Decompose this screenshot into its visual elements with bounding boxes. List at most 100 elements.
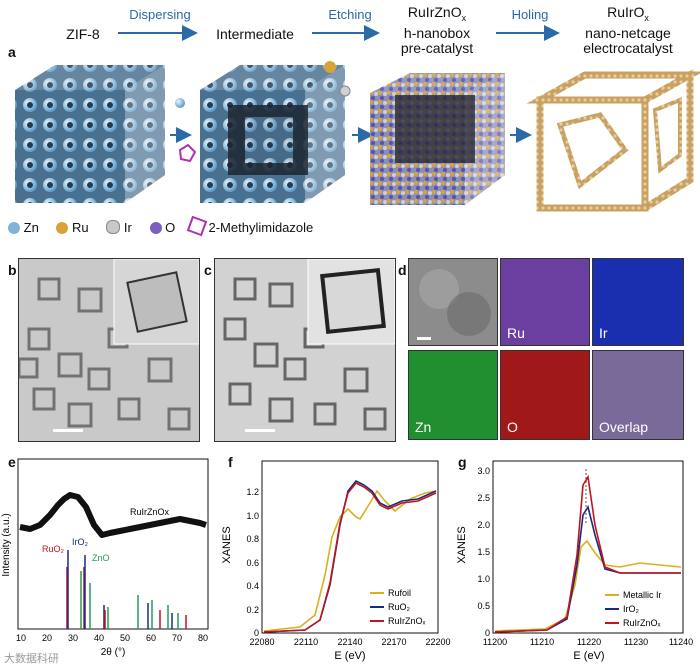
eds-map-overlap: Overlap: [592, 350, 684, 440]
svg-text:11200: 11200: [483, 637, 507, 647]
xanes-ru-yticks: 0 0.2 0.4 0.6 0.8 1.0 1.2: [246, 487, 259, 638]
svg-text:20: 20: [42, 633, 52, 643]
panel-label-d: d: [398, 262, 407, 278]
svg-text:0: 0: [485, 628, 490, 638]
haadf-image: [408, 258, 498, 346]
svg-text:1.0: 1.0: [246, 511, 259, 521]
xanes-ir-yticks: 0 0.5 1.0 1.5 2.0 2.5 3.0: [477, 466, 490, 638]
o-atom-icon: [149, 222, 162, 234]
eds-label-overlap: Overlap: [599, 419, 649, 435]
eds-label-ir: Ir: [599, 325, 608, 341]
ru-atom-icon: [56, 222, 69, 234]
scheme-illustration: [15, 61, 700, 212]
eds-label-o: O: [507, 419, 518, 435]
zif8-cube: [15, 65, 165, 203]
xrd-ref-zno: ZnO: [92, 553, 110, 563]
svg-text:70: 70: [172, 633, 182, 643]
eds-label-zn: Zn: [415, 419, 432, 435]
legend-ru: Ru: [72, 220, 89, 235]
xanes-ru-xlabel: E (eV): [334, 650, 365, 662]
svg-text:22200: 22200: [425, 637, 450, 647]
rufoil-curve: [263, 489, 437, 632]
svg-text:0.5: 0.5: [477, 601, 490, 611]
scheme-arrows: [118, 25, 560, 41]
svg-text:30: 30: [68, 633, 78, 643]
xanes-ir-xlabel: E (eV): [573, 650, 604, 662]
panel-label-a: a: [8, 44, 16, 60]
svg-text:1.0: 1.0: [477, 574, 490, 584]
intermediate-cube: [175, 61, 351, 203]
svg-text:11210: 11210: [530, 637, 554, 647]
legend-o: O: [165, 220, 176, 235]
stage-ruirznox: RuIrZnOx h-nanobox pre-catalyst: [400, 4, 474, 56]
svg-text:40: 40: [94, 633, 104, 643]
eds-map-ir: Ir: [592, 258, 684, 346]
panel-label-f: f: [228, 454, 233, 470]
svg-text:1.2: 1.2: [246, 487, 259, 497]
svg-text:RuIrZnOₓ: RuIrZnOₓ: [388, 616, 426, 626]
xanes-ru-ylabel: XANES: [221, 526, 233, 563]
tem-image-b: [18, 258, 200, 442]
xanes-ru-chart: XANES 0 0.2 0.4 0.6 0.8 1.0 1.2 Rufoil R…: [221, 460, 451, 662]
step-dispersing: Dispersing: [129, 7, 191, 22]
svg-text:22110: 22110: [294, 637, 318, 647]
xrd-ref-ruo2: RuO₂: [42, 544, 65, 554]
svg-text:11220: 11220: [577, 637, 601, 647]
xrd-chart: Intensity (a.u.) RuIrZnOx RuO₂ IrO₂ ZnO …: [1, 458, 209, 658]
legend-methylimidazole: 2-Methylimidazole: [208, 220, 314, 235]
svg-text:Metallic Ir: Metallic Ir: [623, 590, 662, 600]
step-etching: Etching: [328, 7, 372, 22]
ruirznox-ir-curve: [494, 474, 681, 633]
xrd-sample-label: RuIrZnOx: [130, 507, 170, 517]
svg-text:0.8: 0.8: [246, 534, 259, 544]
xanes-ru-legend: Rufoil RuO₂ RuIrZnOₓ: [370, 588, 426, 626]
xanes-ir-xticks: 11200 11210 11220 11230 11240: [483, 637, 693, 647]
svg-text:80: 80: [198, 633, 208, 643]
svg-text:22080: 22080: [249, 637, 274, 647]
step-holing: Holing: [511, 7, 549, 22]
svg-text:IrO₂: IrO₂: [623, 604, 639, 614]
svg-text:2.5: 2.5: [477, 493, 490, 503]
svg-text:1.5: 1.5: [477, 547, 490, 557]
xrd-sample-curve: [19, 492, 207, 538]
legend-zn: Zn: [23, 220, 39, 235]
svg-text:11240: 11240: [669, 637, 693, 647]
svg-text:0.6: 0.6: [246, 558, 259, 568]
eds-map-o: O: [500, 350, 590, 440]
svg-text:10: 10: [16, 633, 26, 643]
iro2-curve: [494, 504, 681, 633]
nanobox: [370, 73, 505, 205]
ir-atom-icon: [106, 220, 121, 234]
xanes-ir-chart: XANES 0 0.5 1.0 1.5 2.0 2.5 3.0 Metallic…: [456, 460, 693, 662]
panel-label-c: c: [204, 262, 212, 278]
svg-text:3.0: 3.0: [477, 466, 490, 476]
netcage: [526, 69, 700, 212]
svg-text:RuO₂: RuO₂: [388, 602, 411, 612]
panel-label-b: b: [8, 262, 17, 278]
stage-intermediate: Intermediate: [216, 26, 294, 42]
tem-image-c: [214, 258, 396, 442]
eds-label-ru: Ru: [507, 325, 525, 341]
eds-map-zn: Zn: [408, 350, 498, 440]
panel-label-e: e: [8, 454, 16, 470]
svg-text:0.2: 0.2: [246, 605, 259, 615]
svg-text:Rufoil: Rufoil: [388, 588, 411, 598]
svg-text:0: 0: [254, 628, 259, 638]
xrd-xlabel: 2θ (°): [101, 647, 126, 658]
xanes-ir-ylabel: XANES: [456, 526, 468, 563]
watermark: 大数据科研: [4, 653, 59, 665]
xanes-ir-legend: Metallic Ir IrO₂ RuIrZnOₓ: [605, 590, 662, 628]
element-legend: Zn Ru Ir O 2-Methylimidazole: [8, 215, 468, 237]
svg-text:2.0: 2.0: [477, 520, 490, 530]
xrd-xticks: 10 20 30 40 50 60 70 80: [16, 633, 208, 643]
stage-ruirox: RuIrOx nano-netcage electrocatalyst: [583, 4, 673, 56]
panel-label-g: g: [458, 454, 467, 470]
svg-text:11230: 11230: [624, 637, 648, 647]
xrd-ref-iro2: IrO₂: [72, 537, 88, 547]
svg-text:0.4: 0.4: [246, 581, 259, 591]
svg-text:22140: 22140: [337, 637, 362, 647]
legend-ir: Ir: [123, 220, 132, 235]
zn-atom-icon: [8, 222, 20, 234]
svg-text:60: 60: [146, 633, 156, 643]
ruo2-curve: [263, 479, 437, 633]
